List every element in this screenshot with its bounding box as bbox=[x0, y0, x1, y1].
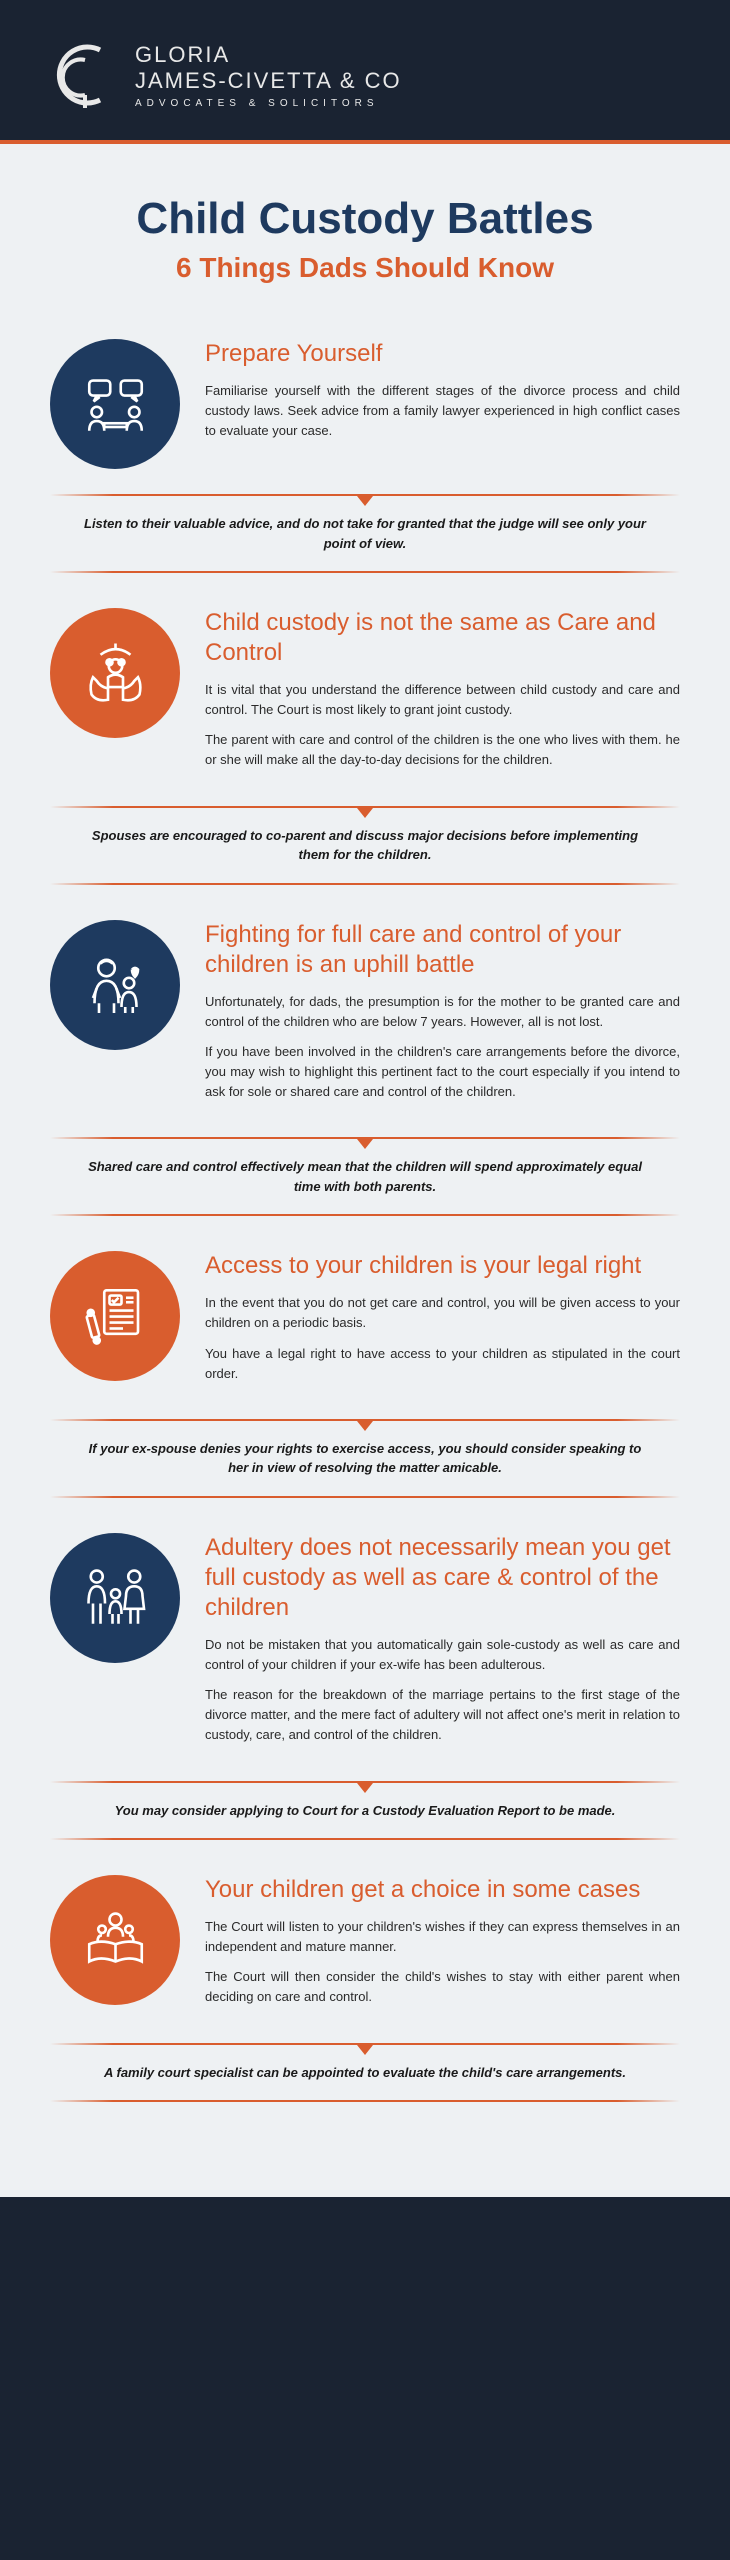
legal-document-icon bbox=[50, 1251, 180, 1381]
section-paragraph: The Court will listen to your children's… bbox=[205, 1917, 680, 1957]
section-body: Fighting for full care and control of yo… bbox=[205, 920, 680, 1113]
divider: A family court specialist can be appoint… bbox=[50, 2043, 680, 2103]
company-tagline: ADVOCATES & SOLICITORS bbox=[135, 98, 402, 109]
divider-line-bottom bbox=[50, 2100, 680, 2102]
section-title: Fighting for full care and control of yo… bbox=[205, 920, 680, 980]
section-paragraph: The parent with care and control of the … bbox=[205, 730, 680, 770]
callout-text: If your ex-spouse denies your rights to … bbox=[50, 1439, 680, 1478]
divider-line-bottom bbox=[50, 1838, 680, 1840]
logo-text: GLORIA JAMES-CIVETTA & CO ADVOCATES & SO… bbox=[135, 42, 402, 109]
divider: Shared care and control effectively mean… bbox=[50, 1137, 680, 1216]
section-body: Adultery does not necessarily mean you g… bbox=[205, 1533, 680, 1756]
section-paragraph: In the event that you do not get care an… bbox=[205, 1293, 680, 1333]
company-name-1: GLORIA bbox=[135, 42, 402, 68]
section-paragraph: The Court will then consider the child's… bbox=[205, 1967, 680, 2007]
section-title: Child custody is not the same as Care an… bbox=[205, 608, 680, 668]
divider-line-bottom bbox=[50, 883, 680, 885]
main-title: Child Custody Battles bbox=[50, 194, 680, 244]
divider-line-bottom bbox=[50, 571, 680, 573]
meeting-icon bbox=[50, 339, 180, 469]
section-body: Your children get a choice in some cases… bbox=[205, 1875, 680, 2018]
header: GLORIA JAMES-CIVETTA & CO ADVOCATES & SO… bbox=[0, 0, 730, 144]
divider: You may consider applying to Court for a… bbox=[50, 1781, 680, 1841]
section-paragraph: Do not be mistaken that you automaticall… bbox=[205, 1635, 680, 1675]
divider-line-top bbox=[50, 1419, 680, 1421]
subtitle: 6 Things Dads Should Know bbox=[50, 252, 680, 284]
section-title: Adultery does not necessarily mean you g… bbox=[205, 1533, 680, 1623]
divider-line-top bbox=[50, 2043, 680, 2045]
divider: Listen to their valuable advice, and do … bbox=[50, 494, 680, 573]
logo: GLORIA JAMES-CIVETTA & CO ADVOCATES & SO… bbox=[50, 40, 680, 110]
parent-child-icon bbox=[50, 920, 180, 1050]
section-body: Access to your children is your legal ri… bbox=[205, 1251, 680, 1394]
section-paragraph: You have a legal right to have access to… bbox=[205, 1344, 680, 1384]
family-book-icon bbox=[50, 1875, 180, 2005]
family-icon bbox=[50, 1533, 180, 1663]
divider-line-top bbox=[50, 494, 680, 496]
section-title: Your children get a choice in some cases bbox=[205, 1875, 680, 1905]
callout-text: You may consider applying to Court for a… bbox=[50, 1801, 680, 1821]
divider: Spouses are encouraged to co-parent and … bbox=[50, 806, 680, 885]
hands-child-icon bbox=[50, 608, 180, 738]
section-paragraph: It is vital that you understand the diff… bbox=[205, 680, 680, 720]
divider-line-top bbox=[50, 1137, 680, 1139]
section-body: Child custody is not the same as Care an… bbox=[205, 608, 680, 781]
content: Child Custody Battles 6 Things Dads Shou… bbox=[0, 144, 730, 2197]
section-1: Prepare Yourself Familiarise yourself wit… bbox=[50, 339, 680, 469]
section-6: Your children get a choice in some cases… bbox=[50, 1875, 680, 2018]
callout-text: A family court specialist can be appoint… bbox=[50, 2063, 680, 2083]
section-title: Prepare Yourself bbox=[205, 339, 680, 369]
section-3: Fighting for full care and control of yo… bbox=[50, 920, 680, 1113]
section-paragraph: Unfortunately, for dads, the presumption… bbox=[205, 992, 680, 1032]
section-paragraph: The reason for the breakdown of the marr… bbox=[205, 1685, 680, 1745]
section-body: Prepare Yourself Familiarise yourself wit… bbox=[205, 339, 680, 469]
logo-icon bbox=[50, 40, 120, 110]
section-2: Child custody is not the same as Care an… bbox=[50, 608, 680, 781]
section-5: Adultery does not necessarily mean you g… bbox=[50, 1533, 680, 1756]
divider-line-bottom bbox=[50, 1496, 680, 1498]
company-name-2: JAMES-CIVETTA & CO bbox=[135, 68, 402, 94]
section-title: Access to your children is your legal ri… bbox=[205, 1251, 680, 1281]
callout-text: Listen to their valuable advice, and do … bbox=[50, 514, 680, 553]
section-paragraph: If you have been involved in the childre… bbox=[205, 1042, 680, 1102]
callout-text: Spouses are encouraged to co-parent and … bbox=[50, 826, 680, 865]
section-4: Access to your children is your legal ri… bbox=[50, 1251, 680, 1394]
divider-line-top bbox=[50, 1781, 680, 1783]
section-paragraph: Familiarise yourself with the different … bbox=[205, 381, 680, 441]
divider-line-top bbox=[50, 806, 680, 808]
callout-text: Shared care and control effectively mean… bbox=[50, 1157, 680, 1196]
divider: If your ex-spouse denies your rights to … bbox=[50, 1419, 680, 1498]
divider-line-bottom bbox=[50, 1214, 680, 1216]
